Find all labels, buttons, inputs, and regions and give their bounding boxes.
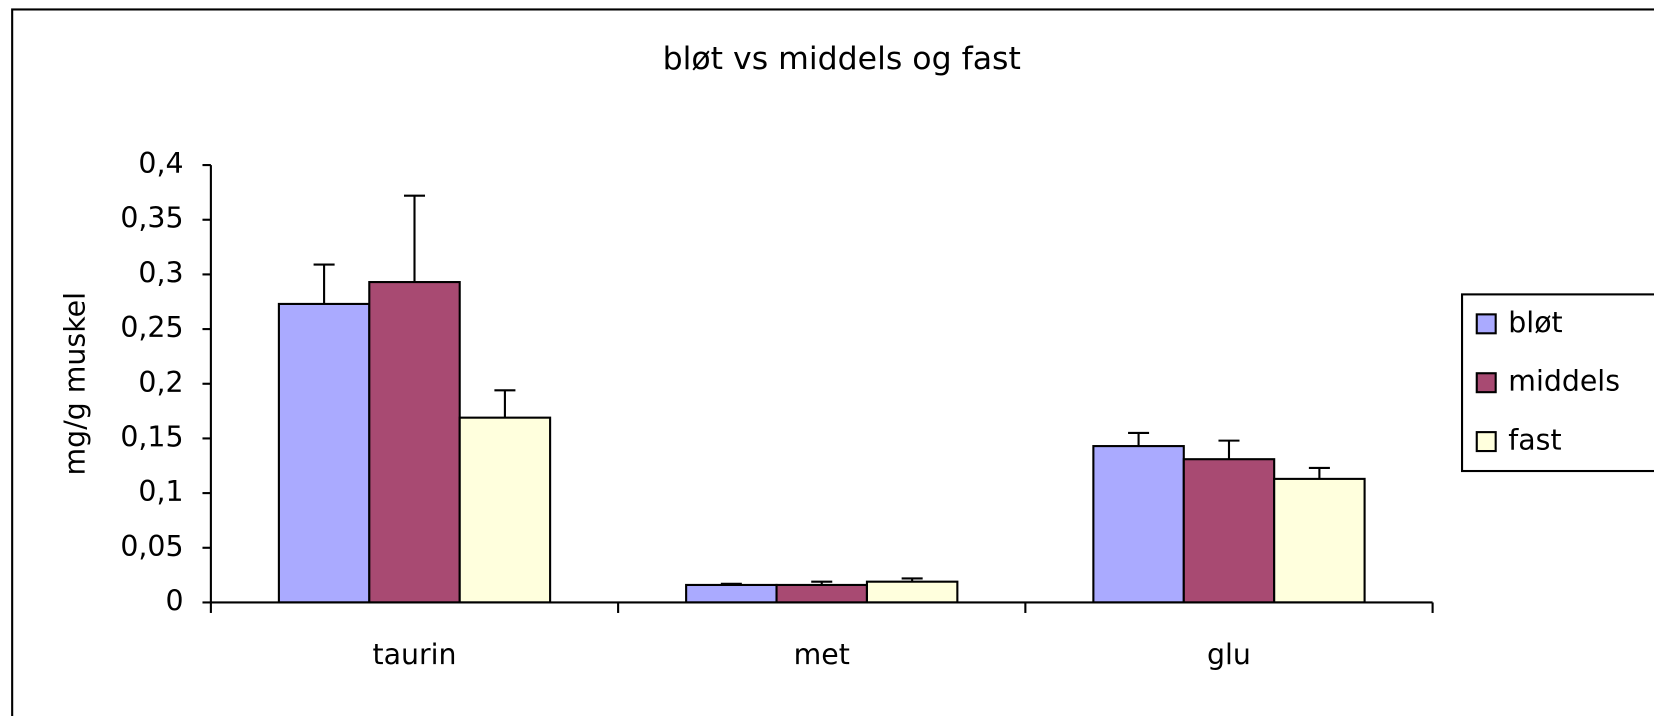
error-bar	[313, 263, 335, 304]
bar	[368, 281, 461, 604]
x-tick-label: taurin	[372, 638, 456, 671]
y-tick-label: 0,4	[138, 147, 183, 180]
error-bar	[494, 389, 516, 418]
bar	[685, 583, 778, 604]
error-bar	[1218, 439, 1240, 460]
error-bar	[1128, 431, 1150, 447]
error-bar	[1308, 466, 1330, 479]
bar	[1182, 458, 1276, 604]
bar	[775, 583, 868, 604]
y-tick-label: 0,05	[120, 530, 183, 563]
y-tick-label: 0,3	[138, 256, 183, 289]
x-tick-label: glu	[1207, 638, 1251, 671]
legend-label: fast	[1508, 424, 1561, 457]
chart-border	[11, 8, 1654, 716]
bar	[277, 302, 371, 604]
error-bar	[811, 580, 833, 585]
y-tick-label: 0,15	[120, 420, 183, 453]
y-axis-label: mg/g muskel	[58, 292, 91, 475]
y-tick-label: 0,2	[138, 366, 183, 399]
chart-title: bløt vs middels og fast	[663, 41, 1021, 77]
x-tick-label: met	[794, 638, 850, 671]
legend-swatch	[1475, 372, 1497, 394]
legend-label: middels	[1508, 365, 1620, 398]
legend-swatch	[1475, 313, 1497, 335]
error-bar	[720, 582, 742, 585]
bar	[458, 416, 552, 604]
legend-label: bløt	[1508, 306, 1562, 339]
bar	[1273, 477, 1366, 604]
y-tick-label: 0	[165, 584, 183, 617]
error-bar	[901, 577, 923, 582]
legend-swatch	[1475, 431, 1497, 453]
error-bar	[403, 194, 426, 283]
bar	[865, 580, 959, 604]
y-tick-label: 0,35	[120, 202, 183, 235]
y-tick-label: 0,1	[138, 475, 183, 508]
y-tick-label: 0,25	[120, 311, 183, 344]
bar	[1092, 445, 1185, 604]
